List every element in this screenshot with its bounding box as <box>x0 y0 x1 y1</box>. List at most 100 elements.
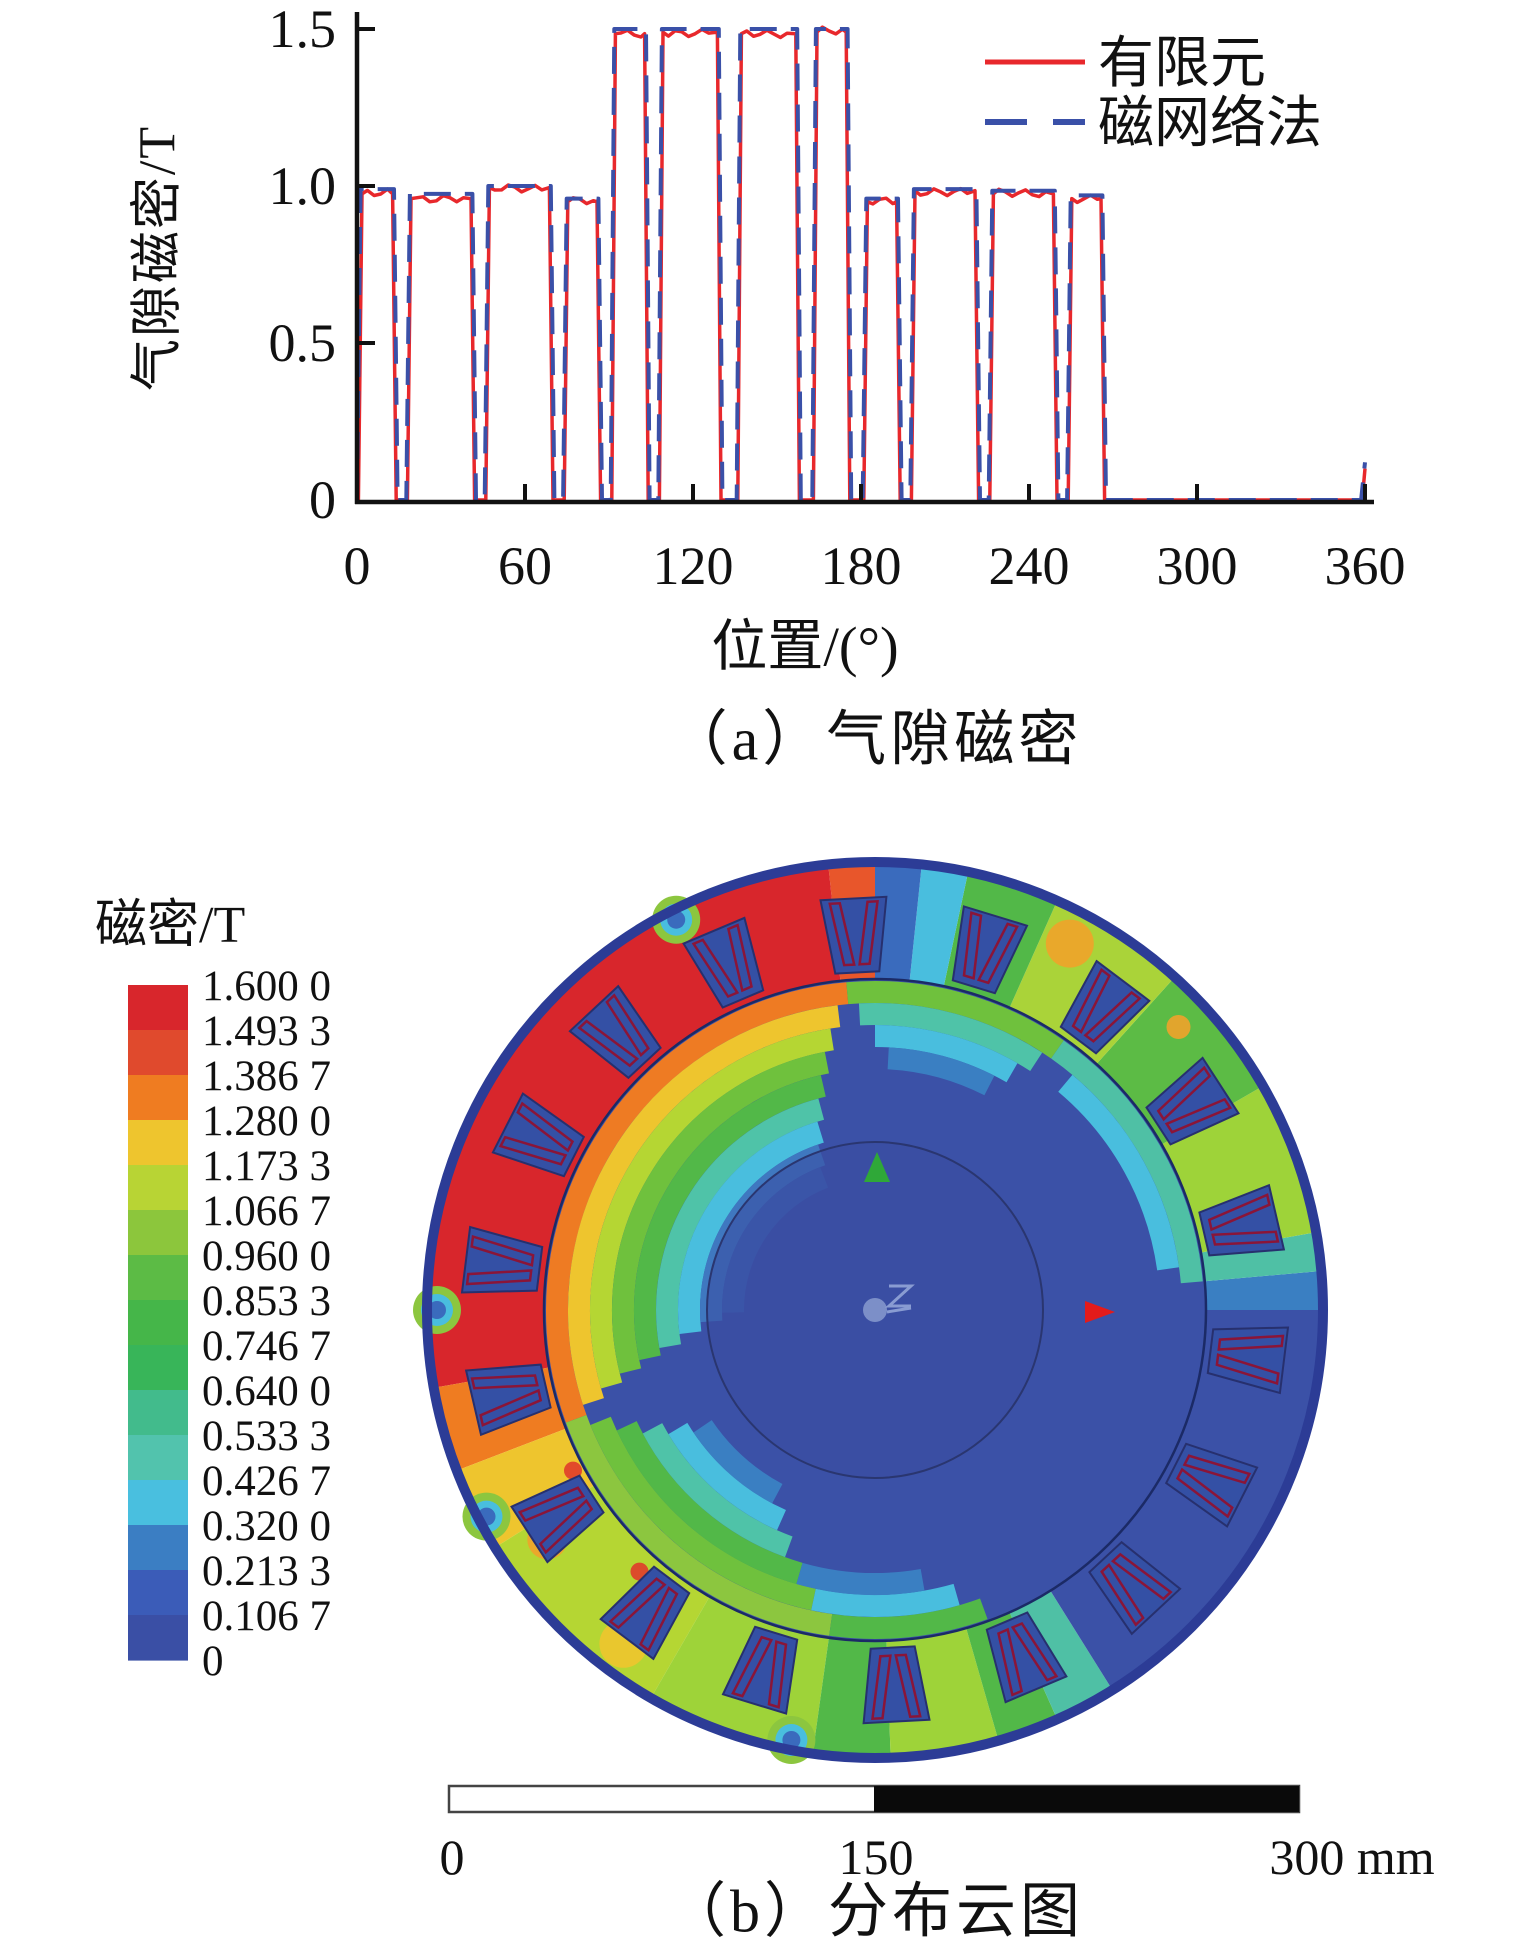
coil-outline <box>691 938 740 999</box>
x-tick-label: 120 <box>653 536 734 596</box>
rotor-bands <box>546 980 1203 1639</box>
colorbar-value-label: 0 <box>202 1638 224 1685</box>
colorbar-value-label: 0.106 7 <box>202 1593 331 1640</box>
colorbar-swatch <box>128 1255 188 1301</box>
air-gap-circle <box>542 977 1208 1643</box>
stator-segment <box>909 860 969 987</box>
colorbar-value-label: 1.600 0 <box>202 963 331 1010</box>
y-tick-label: 1.5 <box>269 0 337 59</box>
coil-outline <box>894 1653 922 1719</box>
colorbar-swatch <box>128 1165 188 1211</box>
coil-outline <box>498 1135 568 1166</box>
x-tick-label: 180 <box>821 536 902 596</box>
rotor-band <box>796 1562 925 1595</box>
stator-segment <box>1204 1270 1327 1310</box>
stator-slot <box>1164 1442 1259 1528</box>
rotor-band <box>565 1415 833 1636</box>
x-tick-label: 360 <box>1325 536 1406 596</box>
colorbar-value-label: 0.746 7 <box>202 1323 331 1370</box>
origin-axis-marker <box>863 1298 887 1322</box>
coil-outline <box>871 1654 892 1721</box>
colorbar-value-label: 1.493 3 <box>202 1008 331 1055</box>
rotor-band <box>1051 1040 1203 1284</box>
rotor-band <box>612 1051 830 1374</box>
rotor-band <box>887 1047 995 1096</box>
rotor-band <box>546 982 849 1423</box>
origin-z-glyph <box>885 1284 915 1314</box>
rotor-band <box>590 1416 816 1611</box>
x-tick-label: 0 <box>344 536 371 596</box>
coil-outline <box>1100 1562 1145 1627</box>
colorbar-swatch <box>128 1390 188 1436</box>
coil-outline <box>1182 1454 1252 1485</box>
colorbar-value-label: 1.280 0 <box>202 1098 331 1145</box>
coil-outline <box>1217 1334 1285 1351</box>
legend-label-finite-element: 有限元 <box>1098 33 1266 95</box>
colorbar-value-label: 0.960 0 <box>202 1233 331 1280</box>
coil-outline <box>1164 1097 1233 1134</box>
stator-slot <box>491 1092 586 1178</box>
colorbar-swatch <box>128 1525 188 1571</box>
y-tick-label: 0 <box>309 470 336 530</box>
colorbar-title: 磁密/T <box>95 897 246 954</box>
stator-segment <box>1009 1590 1115 1723</box>
rotor-band <box>858 1003 1043 1072</box>
scale-bar: 0 150 300 mm <box>440 1784 1435 1885</box>
coil-outline <box>1175 1467 1234 1519</box>
coil-outline <box>858 899 879 966</box>
caption-a: （a）气隙磁密 <box>667 706 1083 773</box>
stator-slot <box>721 1625 799 1715</box>
rotor-band <box>829 1598 988 1639</box>
green-probe-marker <box>864 1152 890 1182</box>
y-tick-label: 0.5 <box>269 313 337 373</box>
stator-slot <box>1206 1326 1290 1395</box>
legend-label-magnetic-network: 磁网络法 <box>1098 93 1322 155</box>
series-magnetic-network-line <box>355 27 1367 502</box>
colorbar-swatch <box>128 985 188 1031</box>
colorbar-swatch <box>128 1435 188 1481</box>
colorbar-value-label: 1.066 7 <box>202 1188 331 1235</box>
colorbar-swatch <box>128 1300 188 1346</box>
colorbar: 1.600 01.493 31.386 71.280 01.173 31.066… <box>128 963 331 1685</box>
x-axis-label: 位置/(°) <box>711 616 899 679</box>
hot-spot <box>1045 919 1094 968</box>
coil-outline <box>828 901 856 967</box>
coil-outline <box>1207 1193 1271 1232</box>
outer-rim <box>422 857 1328 1763</box>
colorbar-value-label: 1.173 3 <box>202 1143 331 1190</box>
coil-outline <box>465 1269 533 1286</box>
coil-outline <box>605 993 650 1058</box>
scale-label: 150 <box>839 1829 914 1885</box>
colorbar-swatch <box>128 1075 188 1121</box>
coil-outline <box>1211 1230 1280 1246</box>
cool-spot-core <box>428 1301 446 1319</box>
rotor-band <box>1058 1074 1179 1271</box>
stator-slot <box>1088 1540 1182 1636</box>
colorbar-value-label: 0.213 3 <box>202 1548 331 1595</box>
hot-spot <box>564 1461 582 1480</box>
rotor-band <box>811 1583 960 1617</box>
rotor-band <box>846 980 1064 1059</box>
scale-bar-black <box>874 1786 1299 1812</box>
stator-slot <box>568 984 662 1080</box>
colorbar-swatch <box>128 1480 188 1526</box>
coil-outline <box>997 1627 1024 1697</box>
coil-outline <box>1215 1353 1280 1386</box>
coil-outline <box>976 922 1019 985</box>
coil-outline <box>1110 1552 1173 1601</box>
motor-contour-plot <box>413 857 1328 1764</box>
coil-outline <box>731 1635 774 1698</box>
rotor-band <box>633 1075 826 1361</box>
coil-outline <box>577 1019 640 1068</box>
red-probe-marker <box>1085 1301 1115 1323</box>
y-axis-label: 气隙磁密/T <box>129 124 187 392</box>
coil-outline <box>767 1640 788 1709</box>
coil-outline <box>639 1586 679 1653</box>
coil-outline <box>1156 1065 1212 1122</box>
y-tick-label: 1.0 <box>269 156 337 216</box>
hot-spot <box>1166 1015 1191 1039</box>
coil-outline <box>1010 1621 1059 1682</box>
probe-markers <box>863 1152 1115 1323</box>
